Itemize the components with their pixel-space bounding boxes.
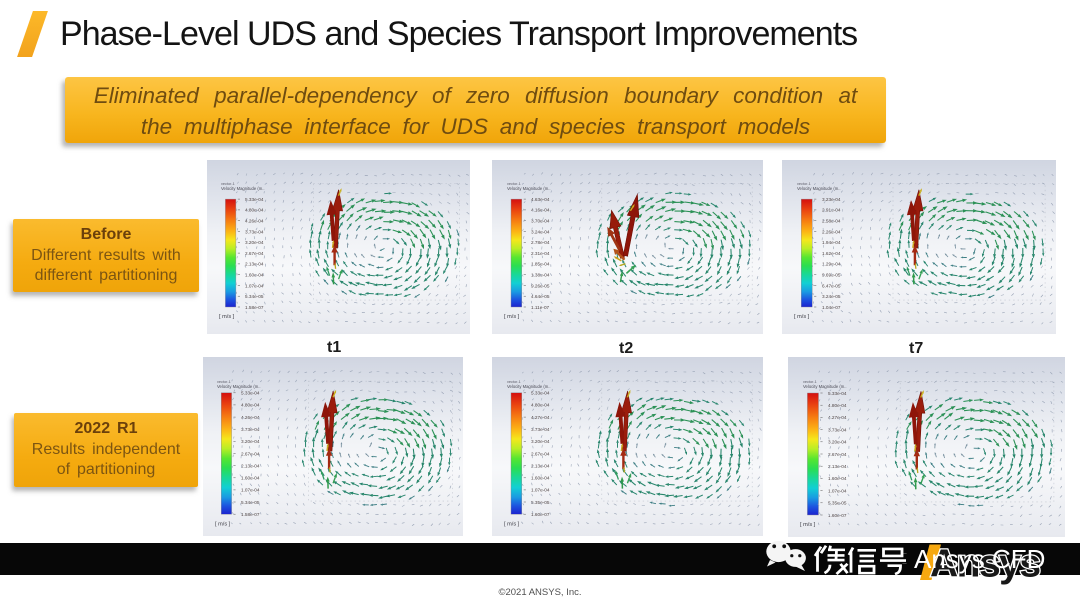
svg-text:vector-1: vector-1: [217, 380, 231, 384]
svg-text:3.73e-04: 3.73e-04: [245, 229, 264, 234]
svg-text:2.13e-04: 2.13e-04: [245, 262, 264, 267]
svg-text:5.35e-05: 5.35e-05: [828, 501, 847, 506]
svg-text:1.60e-04: 1.60e-04: [241, 476, 260, 481]
svg-text:2.67e-04: 2.67e-04: [241, 451, 260, 456]
svg-text:3.24e-05: 3.24e-05: [822, 294, 841, 299]
svg-text:1.07e-04: 1.07e-04: [531, 488, 550, 493]
svg-text:Velocity Magnitude (m..: Velocity Magnitude (m..: [507, 186, 551, 191]
svg-text:1.60e-07: 1.60e-07: [828, 513, 847, 518]
svg-text:4.80e-04: 4.80e-04: [245, 208, 264, 213]
svg-text:1.58e-07: 1.58e-07: [241, 512, 260, 517]
svg-text:vector-1: vector-1: [797, 182, 811, 186]
svg-text:3.23e-04: 3.23e-04: [822, 197, 841, 202]
svg-text:2.31e-04: 2.31e-04: [531, 251, 550, 256]
svg-text:Ansys: Ansys: [930, 543, 1040, 586]
svg-text:2.67e-04: 2.67e-04: [828, 452, 847, 457]
svg-text:4.26e-04: 4.26e-04: [245, 219, 264, 224]
svg-text:2.58e-04: 2.58e-04: [822, 219, 841, 224]
svg-text:Velocity Magnitude (m..: Velocity Magnitude (m..: [797, 186, 841, 191]
svg-text:4.27e-04: 4.27e-04: [531, 415, 550, 420]
svg-text:3.20e-04: 3.20e-04: [245, 240, 264, 245]
svg-text:[ m/s ]: [ m/s ]: [215, 521, 231, 527]
svg-text:5.35e-05: 5.35e-05: [531, 500, 550, 505]
svg-text:4.80e-04: 4.80e-04: [531, 403, 550, 408]
svg-text:vector-1: vector-1: [507, 380, 521, 384]
svg-text:4.16e-04: 4.16e-04: [531, 208, 550, 213]
svg-text:2.13e-04: 2.13e-04: [531, 463, 550, 468]
svg-text:3.70e-04: 3.70e-04: [531, 219, 550, 224]
svg-text:3.24e-04: 3.24e-04: [531, 229, 550, 234]
svg-text:2.78e-04: 2.78e-04: [531, 240, 550, 245]
svg-text:1.07e-04: 1.07e-04: [241, 488, 260, 493]
svg-text:1.60e-04: 1.60e-04: [245, 273, 264, 278]
svg-text:1.62e-04: 1.62e-04: [822, 251, 841, 256]
svg-text:5.34e-05: 5.34e-05: [241, 500, 260, 505]
svg-text:1.60e-04: 1.60e-04: [531, 476, 550, 481]
svg-text:1.60e-04: 1.60e-04: [828, 476, 847, 481]
svg-text:vector-1: vector-1: [507, 182, 521, 186]
svg-text:[ m/s ]: [ m/s ]: [219, 314, 235, 320]
svg-text:1.85e-04: 1.85e-04: [531, 262, 550, 267]
svg-text:4.64e-05: 4.64e-05: [531, 294, 550, 299]
svg-text:1.07e-04: 1.07e-04: [245, 283, 264, 288]
svg-text:5.33e-04: 5.33e-04: [241, 391, 260, 396]
svg-text:Velocity Magnitude (m..: Velocity Magnitude (m..: [221, 186, 265, 191]
svg-text:[ m/s ]: [ m/s ]: [800, 522, 816, 528]
svg-text:[ m/s ]: [ m/s ]: [794, 314, 810, 320]
svg-text:2.26e-04: 2.26e-04: [822, 229, 841, 234]
svg-text:Ansys CFD: Ansys CFD: [914, 544, 1045, 574]
svg-text:3.20e-04: 3.20e-04: [531, 439, 550, 444]
svg-text:3.20e-04: 3.20e-04: [828, 440, 847, 445]
svg-text:1.29e-04: 1.29e-04: [822, 262, 841, 267]
svg-text:1.04e-07: 1.04e-07: [822, 305, 841, 310]
svg-text:1.60e-07: 1.60e-07: [531, 512, 550, 517]
svg-text:1.58e-07: 1.58e-07: [245, 305, 264, 310]
svg-text:1.07e-04: 1.07e-04: [828, 488, 847, 493]
svg-text:5.33e-04: 5.33e-04: [245, 197, 264, 202]
svg-text:4.27e-04: 4.27e-04: [828, 415, 847, 420]
svg-text:2.13e-04: 2.13e-04: [828, 464, 847, 469]
svg-text:1.11e-07: 1.11e-07: [531, 305, 550, 310]
svg-text:4.63e-04: 4.63e-04: [531, 197, 550, 202]
svg-text:3.73e-04: 3.73e-04: [531, 427, 550, 432]
svg-text:vector-1: vector-1: [221, 182, 235, 186]
svg-text:Velocity Magnitude (m..: Velocity Magnitude (m..: [803, 384, 847, 389]
svg-text:5.34e-05: 5.34e-05: [245, 294, 264, 299]
svg-text:[ m/s ]: [ m/s ]: [504, 521, 520, 527]
svg-text:2.67e-04: 2.67e-04: [245, 251, 264, 256]
svg-text:2.91e-04: 2.91e-04: [822, 208, 841, 213]
svg-text:9.26e-05: 9.26e-05: [531, 283, 550, 288]
svg-text:3.73e-04: 3.73e-04: [828, 427, 847, 432]
svg-text:5.33e-04: 5.33e-04: [531, 391, 550, 396]
svg-text:3.73e-04: 3.73e-04: [241, 427, 260, 432]
svg-text:Velocity Magnitude (m..: Velocity Magnitude (m..: [217, 384, 261, 389]
svg-text:Velocity Magnitude (m..: Velocity Magnitude (m..: [507, 384, 551, 389]
svg-text:3.20e-04: 3.20e-04: [241, 439, 260, 444]
svg-text:1.94e-04: 1.94e-04: [822, 240, 841, 245]
svg-text:2.13e-04: 2.13e-04: [241, 463, 260, 468]
svg-text:4.80e-04: 4.80e-04: [241, 403, 260, 408]
svg-text:5.33e-04: 5.33e-04: [828, 391, 847, 396]
svg-text:[ m/s ]: [ m/s ]: [504, 314, 520, 320]
svg-text:4.80e-04: 4.80e-04: [828, 403, 847, 408]
svg-text:vector-1: vector-1: [803, 380, 817, 384]
svg-text:6.47e-05: 6.47e-05: [822, 283, 841, 288]
svg-text:2.67e-04: 2.67e-04: [531, 451, 550, 456]
svg-text:4.26e-04: 4.26e-04: [241, 415, 260, 420]
